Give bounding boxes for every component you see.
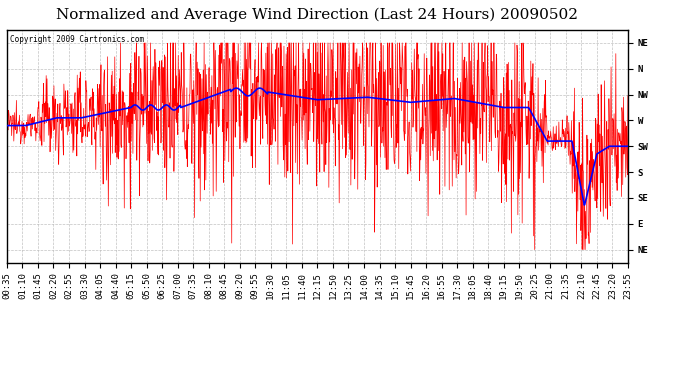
Text: Copyright 2009 Cartronics.com: Copyright 2009 Cartronics.com — [10, 34, 144, 44]
Text: Normalized and Average Wind Direction (Last 24 Hours) 20090502: Normalized and Average Wind Direction (L… — [57, 8, 578, 22]
